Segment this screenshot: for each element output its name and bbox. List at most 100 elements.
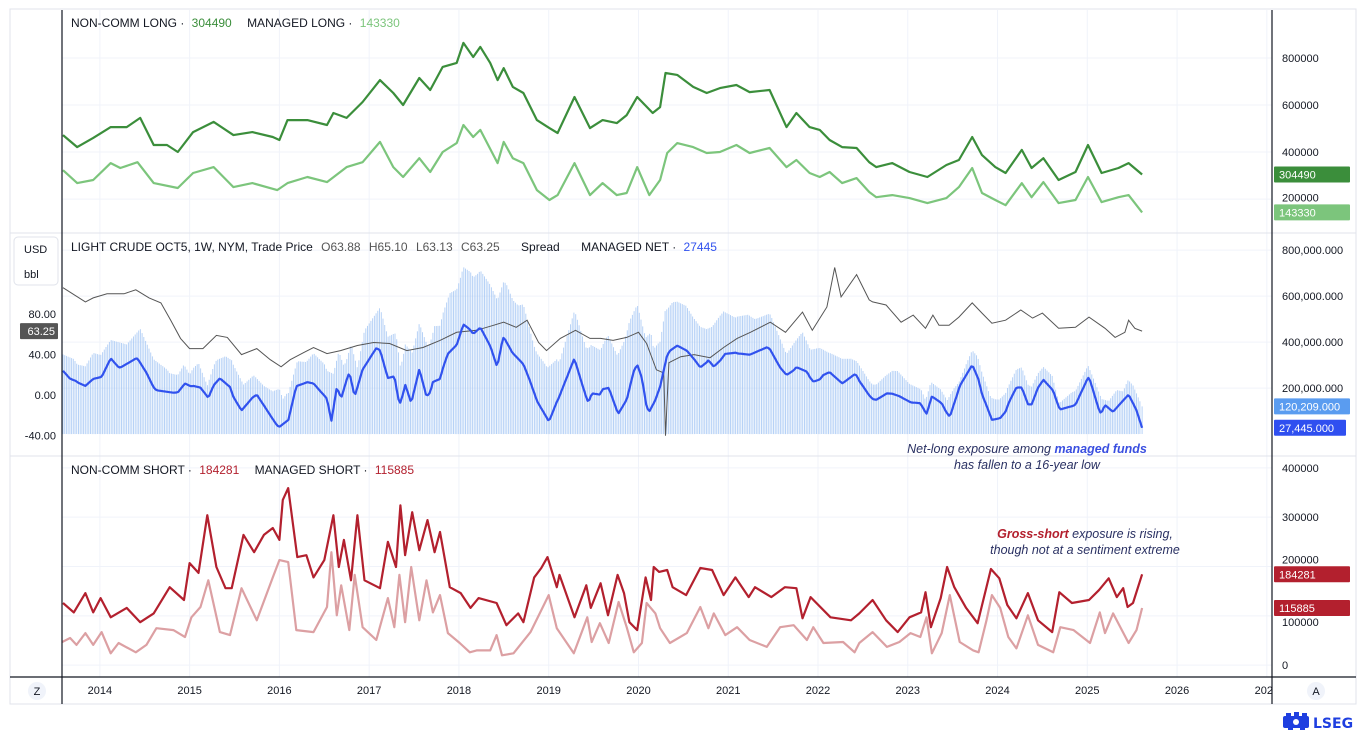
- auto-scale-button[interactable]: A: [1307, 682, 1325, 700]
- spread-bar: [705, 329, 707, 435]
- spread-bar: [540, 358, 542, 435]
- spread-bar: [791, 345, 793, 435]
- spread-bar: [225, 356, 227, 435]
- spread-bar: [95, 353, 97, 435]
- unit-label[interactable]: bbl: [24, 269, 39, 281]
- spread-bar: [699, 325, 700, 434]
- spread-bar: [193, 367, 195, 435]
- spread-bar: [955, 386, 957, 435]
- spread-bar: [203, 377, 205, 435]
- spread-bar: [108, 341, 110, 435]
- spread-bar: [447, 297, 449, 435]
- spread-bar: [984, 381, 986, 434]
- spread-bar: [453, 291, 454, 434]
- spread-bar: [986, 386, 988, 434]
- bottom-pane-legend: NON-COMM SHORT · 184281 MANAGED SHORT · …: [71, 463, 414, 477]
- spread-bar: [728, 314, 730, 435]
- currency-label[interactable]: USD: [24, 244, 47, 256]
- spread-bar: [224, 356, 226, 435]
- spread-bar: [1029, 385, 1031, 435]
- spread-bar: [96, 354, 98, 434]
- spread-bar: [511, 298, 513, 435]
- spread-bar: [174, 374, 176, 435]
- annotation-text: Net-long exposure among: [907, 442, 1054, 456]
- spread-bar: [976, 355, 977, 434]
- spread-bar: [867, 379, 869, 435]
- spread-bar: [62, 354, 64, 435]
- time-axis[interactable]: 2014 2015 2016 2017 2018 2019 2020 2021 2022 2023…: [88, 685, 1279, 697]
- spread-bar: [693, 319, 695, 435]
- spread-bar: [201, 372, 203, 435]
- auto-scale-label[interactable]: A: [1312, 686, 1320, 698]
- spread-bar: [310, 356, 312, 435]
- managed-short-badge: 115885: [1274, 600, 1350, 616]
- spread-bar: [1115, 391, 1117, 435]
- spread-bar: [279, 389, 281, 435]
- lseg-wordmark: LSEG: [1313, 716, 1353, 732]
- spread-bar: [654, 347, 656, 435]
- spread-bar: [287, 393, 289, 435]
- spread-bar: [389, 335, 391, 435]
- spread-bar: [895, 371, 897, 435]
- spread-bar: [755, 318, 757, 434]
- spread-bar: [110, 340, 112, 434]
- spread-bar: [700, 327, 702, 435]
- price-unit-selector[interactable]: USD bbl: [13, 236, 59, 286]
- spread-bar: [461, 271, 463, 434]
- spread-bar: [853, 360, 855, 435]
- spread-bar: [342, 364, 344, 434]
- spread-bar: [773, 322, 774, 435]
- spread-bar: [270, 390, 272, 434]
- spread-bar: [1051, 375, 1053, 435]
- spread-bar: [195, 366, 196, 435]
- spread-bar: [979, 365, 981, 434]
- spread-bar: [754, 318, 756, 434]
- scale-left-button[interactable]: Z: [28, 682, 46, 700]
- spread-bar: [337, 353, 339, 435]
- spread-bar: [573, 312, 575, 435]
- spread-bar: [262, 384, 263, 434]
- spread-bar: [1044, 368, 1046, 434]
- gridlines: [62, 10, 1272, 677]
- y-tick-label: 200,000.000: [1282, 383, 1343, 395]
- spread-bar: [1062, 400, 1063, 435]
- spread-bar: [306, 360, 308, 435]
- spread-bar: [683, 304, 685, 435]
- spread-bar: [681, 304, 683, 435]
- spread-bar: [375, 313, 377, 435]
- annotation-highlight: managed funds: [1054, 442, 1146, 456]
- spread-bar: [1017, 368, 1019, 435]
- spread-bar: [929, 385, 931, 435]
- spread-bar: [157, 362, 159, 435]
- spread-bar: [385, 331, 387, 434]
- spread-bar: [1013, 373, 1015, 435]
- spread-bar: [962, 372, 964, 434]
- spread-bar: [222, 357, 224, 435]
- spread-bar: [336, 360, 337, 434]
- spread-bar: [513, 301, 515, 435]
- spread-bar: [890, 372, 891, 435]
- spread-bar: [122, 343, 124, 434]
- spread-bar: [210, 374, 212, 435]
- spread-bar: [317, 357, 319, 435]
- scale-left-label[interactable]: Z: [34, 686, 41, 698]
- spread-bar: [757, 318, 759, 435]
- spread-bar: [480, 271, 482, 435]
- spread-bar: [717, 317, 719, 434]
- spread-bar: [958, 381, 960, 435]
- y-tick-label: 400000: [1282, 147, 1319, 159]
- spread-bar: [67, 356, 69, 435]
- spread-bar: [721, 313, 723, 435]
- spread-bar: [957, 384, 959, 434]
- spread-bar: [859, 365, 860, 435]
- legend-low: L63.13: [416, 240, 453, 254]
- spread-bar: [69, 357, 71, 435]
- legend-noncomm-short-value: 184281: [199, 463, 239, 477]
- spread-bar: [205, 381, 207, 435]
- spread-bar: [365, 328, 367, 435]
- spread-bar: [726, 313, 728, 434]
- spread-bar: [102, 352, 104, 435]
- spread-bar: [294, 368, 296, 434]
- spread-bar: [1068, 394, 1070, 434]
